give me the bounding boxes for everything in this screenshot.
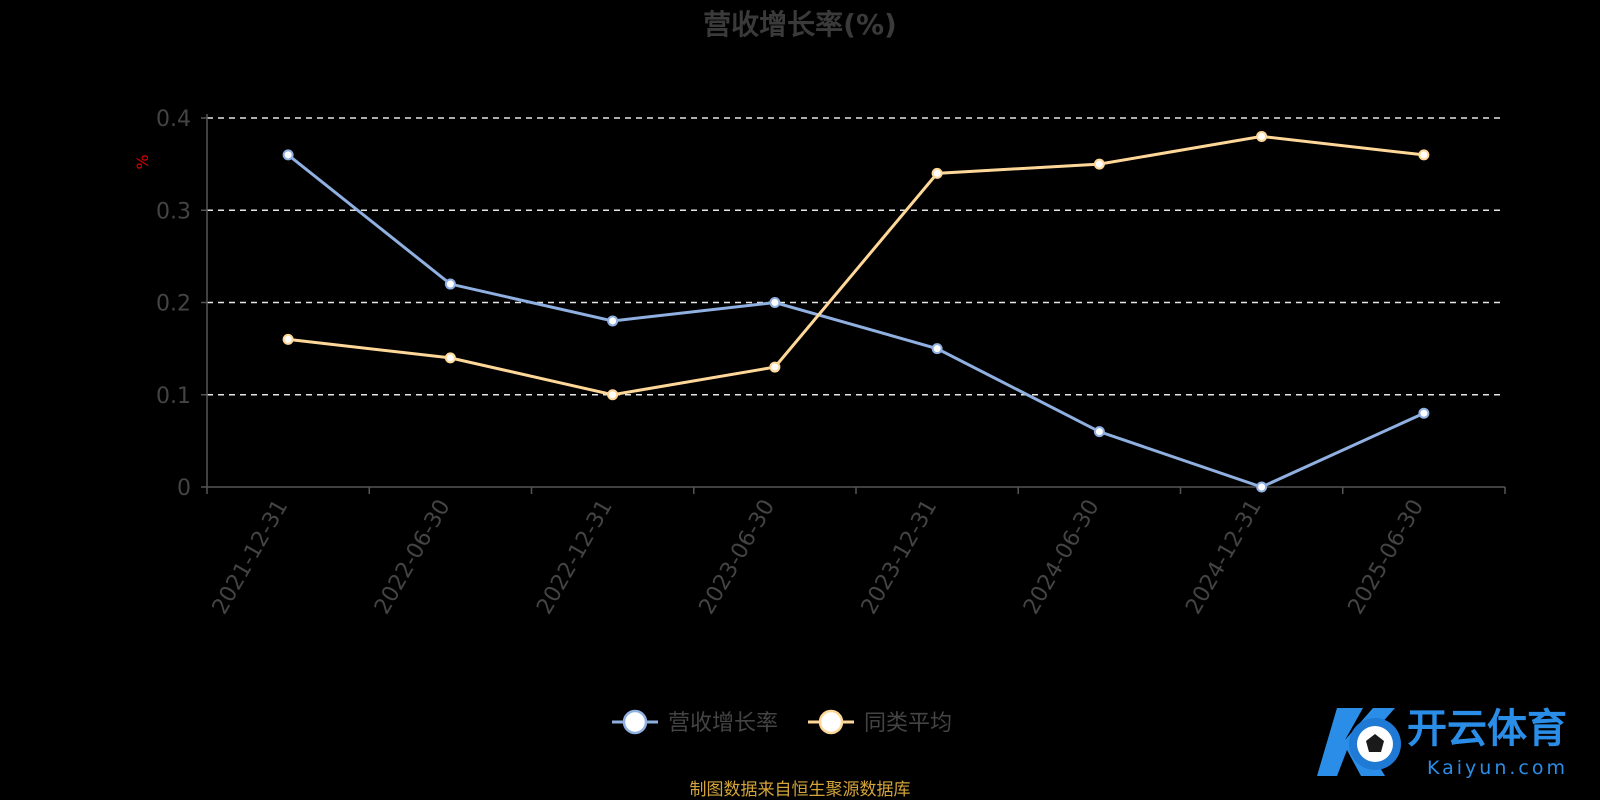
x-tick-label: 2023-12-31 <box>857 496 943 619</box>
data-point <box>1093 426 1105 438</box>
data-point <box>769 297 781 308</box>
kaiyun-logo: 开云体育 Kaiyun.com <box>1317 706 1568 779</box>
data-point <box>769 361 781 373</box>
x-tick-label: 2022-12-31 <box>532 496 618 619</box>
y-axis-unit: % <box>133 154 152 169</box>
legend-item[interactable]: 营收增长率 <box>612 709 778 736</box>
y-tick-label: 0.2 <box>156 292 191 317</box>
y-tick-label: 0.4 <box>156 107 191 132</box>
series-2 <box>282 130 1430 401</box>
y-tick-label: 0.3 <box>156 199 191 224</box>
legend-item[interactable]: 同类平均 <box>808 709 952 736</box>
data-point <box>931 167 943 179</box>
logo-en-text: Kaiyun.com <box>1427 757 1568 779</box>
chart-title: 营收增长率(%) <box>703 8 897 41</box>
x-tick-label: 2022-06-30 <box>370 496 456 619</box>
data-point <box>1256 130 1268 142</box>
logo-cn-text: 开云体育 <box>1407 706 1567 752</box>
data-point <box>444 352 456 364</box>
x-tick-label: 2024-12-31 <box>1181 496 1267 619</box>
data-point <box>607 389 619 401</box>
y-tick-label: 0 <box>177 476 191 501</box>
x-tick-label: 2024-06-30 <box>1019 496 1105 619</box>
x-tick-label: 2023-06-30 <box>694 496 780 619</box>
data-point <box>1093 158 1105 170</box>
legend-label: 营收增长率 <box>668 711 778 736</box>
grid-lines <box>207 117 1505 396</box>
x-tick-label: 2021-12-31 <box>208 496 294 619</box>
x-tick-label: 2025-06-30 <box>1343 496 1429 619</box>
series-lines <box>282 130 1430 493</box>
soccer-ball-icon <box>1317 708 1401 776</box>
data-point <box>282 149 294 161</box>
data-point <box>1418 407 1430 419</box>
data-point <box>444 278 456 290</box>
data-point <box>1418 149 1430 161</box>
legend-label: 同类平均 <box>864 711 952 736</box>
data-point <box>1256 481 1268 493</box>
series-line <box>287 153 1425 489</box>
axes: 0 0.1 0.2 0.3 0.4 2021-12-31 2022-06-30 2022-12… <box>156 107 1506 619</box>
series-1 <box>282 149 1430 493</box>
legend-marker <box>818 709 844 735</box>
data-point <box>282 333 294 345</box>
y-tick-label: 0.1 <box>156 384 191 409</box>
data-point <box>607 315 619 327</box>
data-source-note: 制图数据来自恒生聚源数据库 <box>690 780 911 800</box>
legend[interactable]: 营收增长率 同类平均 <box>612 709 952 736</box>
series-line <box>287 134 1425 397</box>
legend-marker <box>622 709 648 735</box>
data-point <box>931 343 943 355</box>
